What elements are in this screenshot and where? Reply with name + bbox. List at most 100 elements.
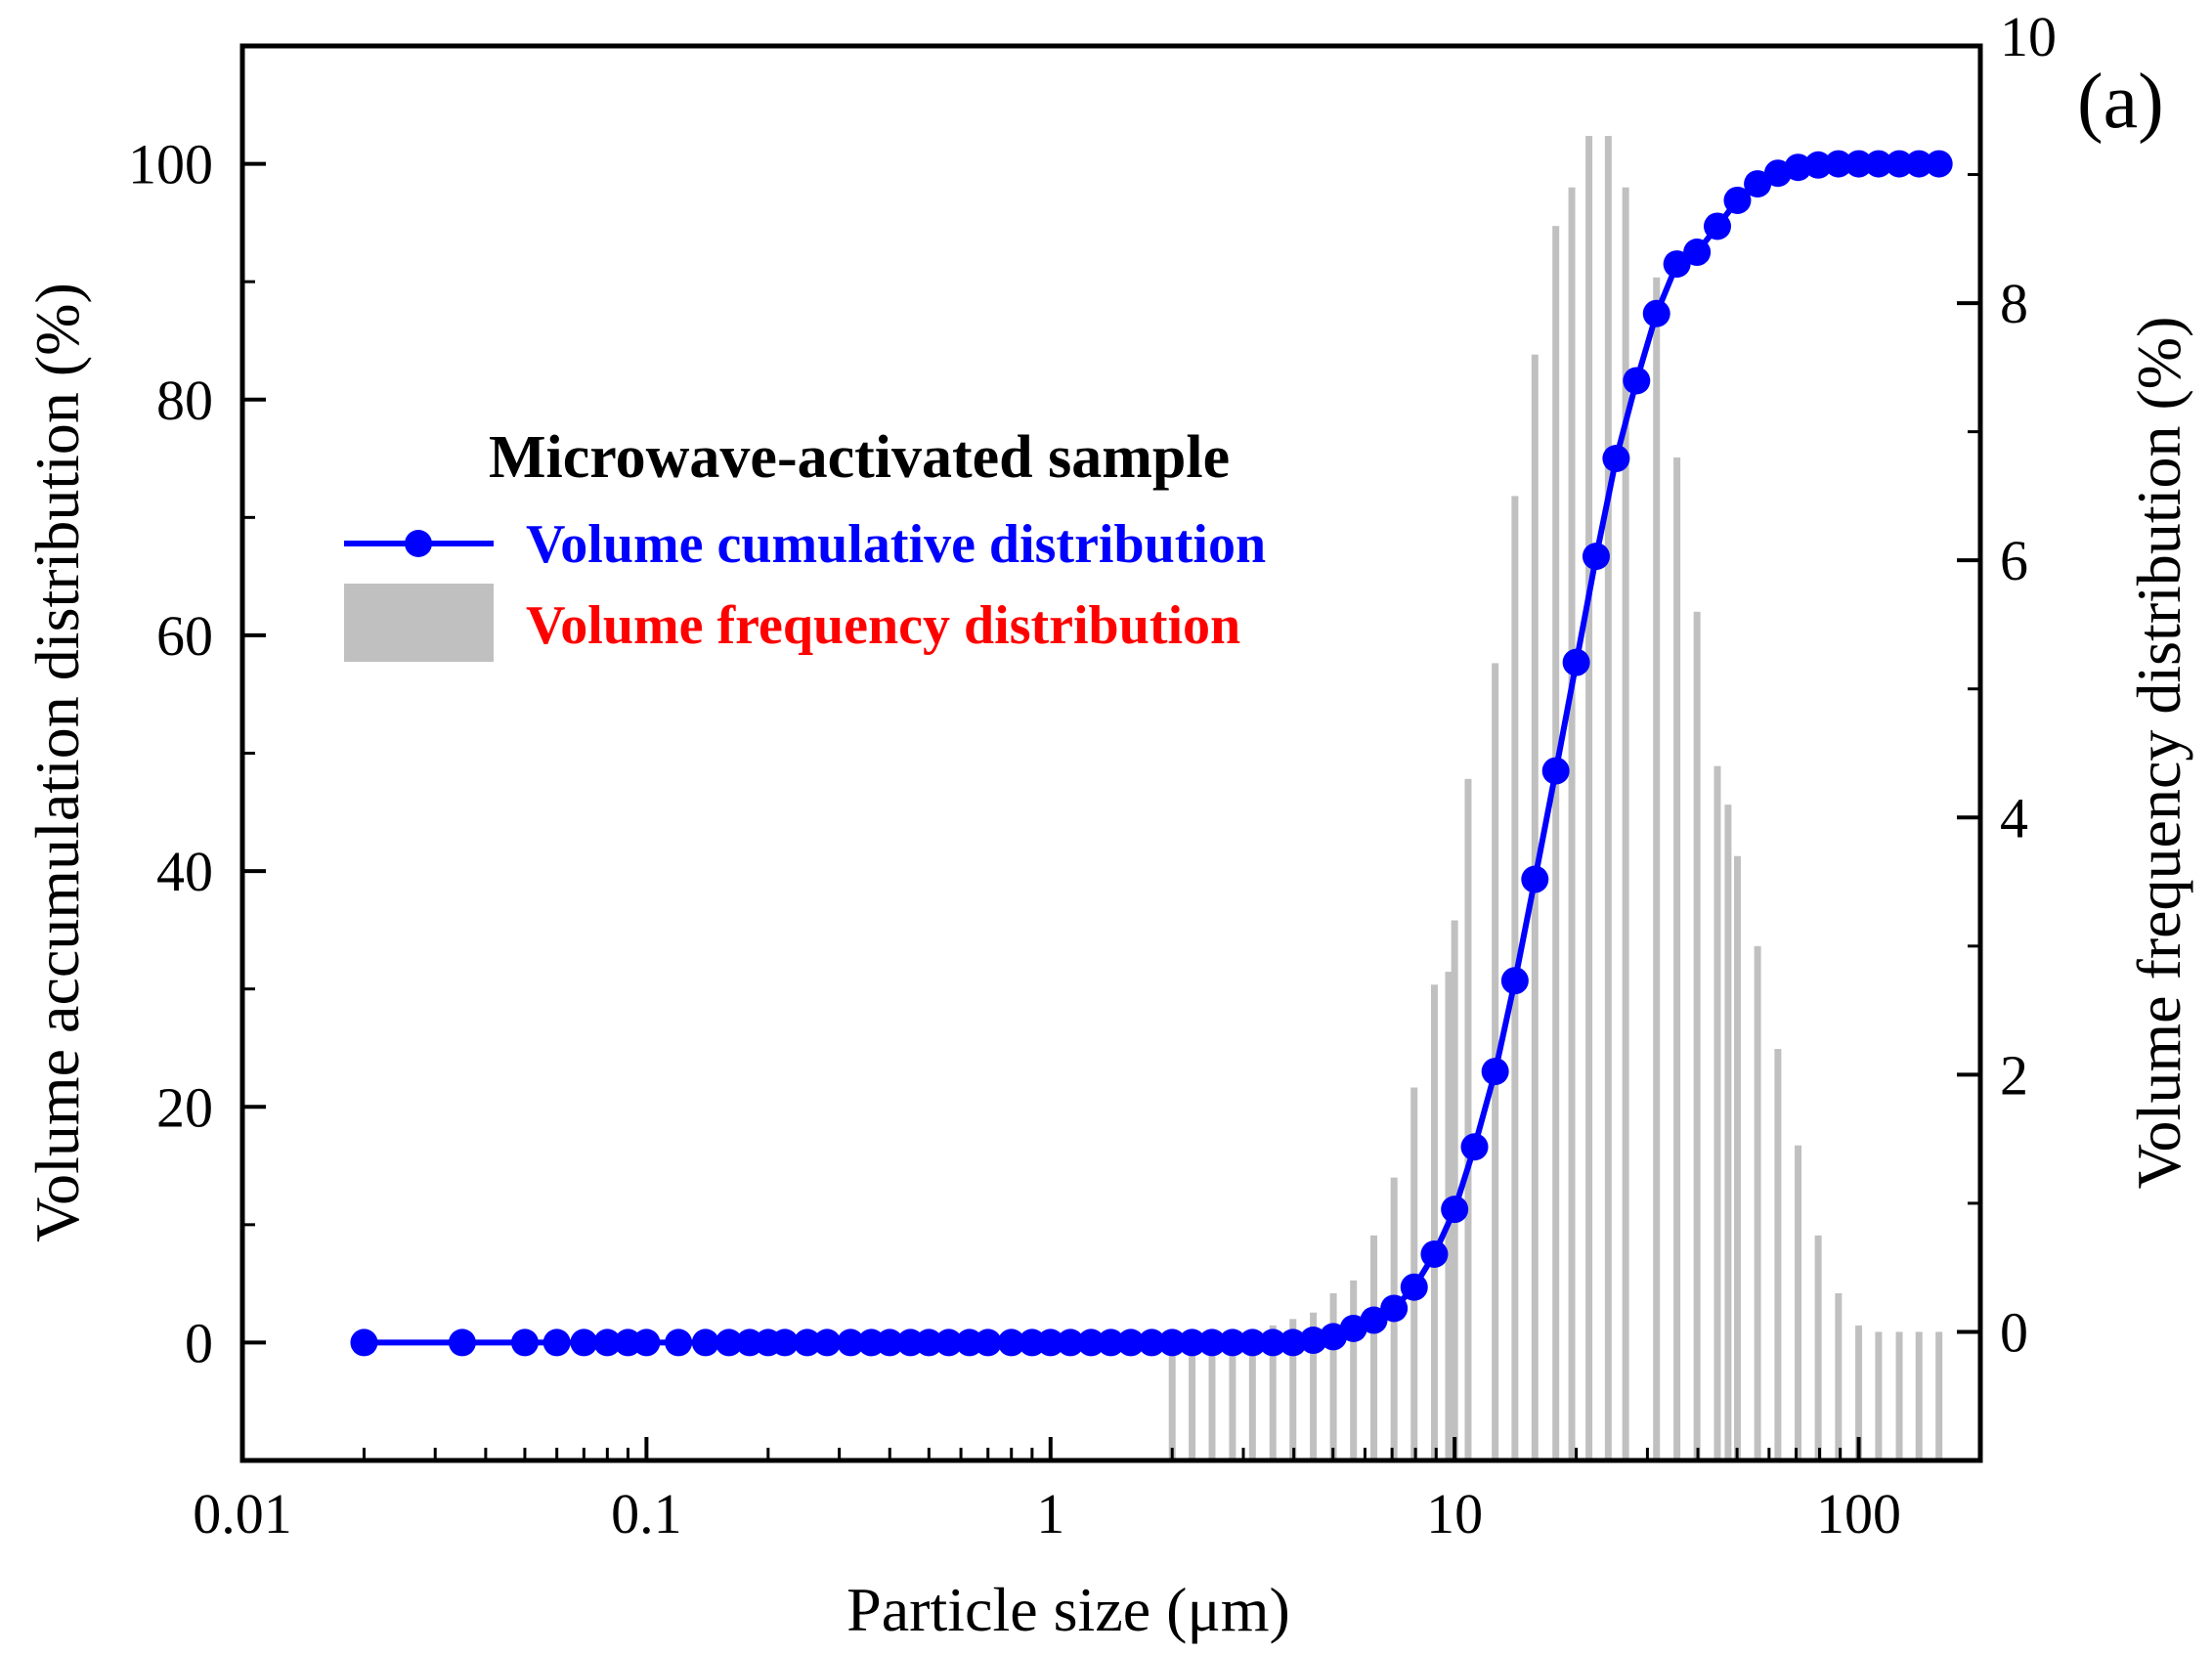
cumulative-point <box>1864 150 1892 178</box>
y-tick-label: 80 <box>156 369 213 432</box>
x-tick-label: 10 <box>1426 1482 1483 1545</box>
frequency-bar <box>1673 457 1681 1461</box>
frequency-bar <box>1531 354 1539 1460</box>
frequency-bar <box>1622 187 1629 1461</box>
y2-tick-label: 4 <box>2000 786 2028 849</box>
frequency-bar <box>1724 805 1732 1460</box>
frequency-bar <box>1168 1331 1176 1460</box>
cumulative-point <box>770 1328 799 1357</box>
legend: Microwave-activated sample Volume cumula… <box>344 424 1266 662</box>
frequency-bar <box>1430 984 1438 1460</box>
frequency-bar <box>1814 1235 1822 1460</box>
cumulative-series <box>350 150 1953 1357</box>
cumulative-point <box>915 1328 943 1357</box>
cumulative-point <box>1420 1240 1449 1268</box>
cumulative-point <box>632 1328 661 1357</box>
frequency-bar <box>1248 1331 1256 1460</box>
frequency-bar <box>1795 1145 1802 1460</box>
frequency-bar <box>1754 945 1761 1460</box>
frequency-bar <box>1713 765 1721 1460</box>
frequency-bar <box>1552 226 1560 1461</box>
cumulative-point <box>997 1328 1025 1357</box>
cumulative-point <box>793 1328 821 1357</box>
cumulative-point <box>1744 170 1772 198</box>
cumulative-point <box>1623 367 1651 395</box>
y2-tick-label: 2 <box>2000 1043 2028 1107</box>
y2-axis-title: Volume frequency distribution (%) <box>2124 317 2193 1190</box>
cumulative-point <box>1521 865 1549 893</box>
cumulative-point <box>1784 153 1812 182</box>
cumulative-point <box>1844 150 1873 178</box>
frequency-bar <box>1855 1325 1863 1460</box>
y2-tick-label: 6 <box>2000 529 2028 592</box>
frequency-bar <box>1208 1331 1216 1460</box>
cumulative-point <box>1360 1306 1388 1334</box>
cumulative-point <box>1036 1328 1064 1357</box>
cumulative-point <box>665 1328 693 1357</box>
y-axis-title: Volume accumulation distribution (%) <box>22 283 92 1242</box>
cumulative-point <box>1279 1328 1307 1357</box>
panel-label: (a) <box>2077 59 2164 145</box>
x-tick-label: 0.1 <box>611 1482 682 1545</box>
cumulative-point <box>1925 150 1953 178</box>
cumulative-point <box>1197 1328 1226 1357</box>
cumulative-point <box>1541 757 1570 785</box>
cumulative-point <box>1077 1328 1106 1357</box>
frequency-bar <box>1568 187 1576 1461</box>
cumulative-point <box>1238 1328 1267 1357</box>
frequency-bar <box>1733 855 1741 1460</box>
cumulative-point <box>1500 967 1529 995</box>
cumulative-point <box>1380 1294 1409 1323</box>
cumulative-point <box>542 1328 571 1357</box>
cumulative-point <box>1116 1328 1145 1357</box>
cumulative-point <box>1460 1133 1489 1161</box>
legend-entry-cumulative: Volume cumulative distribution <box>526 514 1266 575</box>
y-tick-label: 20 <box>156 1075 213 1139</box>
frequency-bar <box>1835 1292 1843 1460</box>
cumulative-point <box>1905 150 1933 178</box>
cumulative-point <box>1057 1328 1085 1357</box>
cumulative-point <box>1562 648 1590 676</box>
x-tick-label: 100 <box>1816 1482 1901 1545</box>
frequency-bar <box>1935 1331 1943 1460</box>
legend-title: Microwave-activated sample <box>489 424 1230 491</box>
frequency-bars <box>1168 136 1943 1461</box>
cumulative-point <box>1642 299 1670 327</box>
cumulative-point <box>1602 445 1630 473</box>
frequency-bar <box>1895 1331 1903 1460</box>
legend-dot-marker <box>405 530 432 557</box>
cumulative-point <box>1481 1058 1509 1086</box>
frequency-bar <box>1229 1331 1236 1460</box>
cumulative-point <box>813 1328 842 1357</box>
frequency-bar <box>1585 136 1593 1461</box>
cumulative-point <box>1178 1328 1206 1357</box>
frequency-bar <box>1310 1312 1318 1460</box>
cumulative-point <box>934 1328 963 1357</box>
cumulative-point <box>1259 1328 1287 1357</box>
cumulative-point <box>1824 150 1852 178</box>
frequency-bar <box>1451 920 1458 1460</box>
y-tick-label: 0 <box>185 1311 213 1374</box>
legend-entry-frequency: Volume frequency distribution <box>526 595 1240 656</box>
cumulative-point <box>974 1328 1002 1357</box>
cumulative-point <box>593 1328 622 1357</box>
cumulative-point <box>1703 212 1731 240</box>
legend-box-marker <box>344 584 494 662</box>
cumulative-point <box>510 1328 539 1357</box>
cumulative-point <box>1218 1328 1246 1357</box>
y-tick-label: 40 <box>156 840 213 903</box>
cumulative-point <box>448 1328 476 1357</box>
cumulative-point <box>1663 250 1691 279</box>
frequency-bar <box>1370 1235 1378 1460</box>
frequency-bar <box>1774 1049 1782 1460</box>
frequency-bar <box>1653 277 1661 1460</box>
frequency-bar <box>1350 1280 1358 1460</box>
y-tick-label: 60 <box>156 604 213 668</box>
cumulative-point <box>1886 150 1914 178</box>
frequency-bar <box>1915 1331 1923 1460</box>
cumulative-point <box>691 1328 719 1357</box>
y-tick-label: 100 <box>128 133 213 196</box>
cumulative-point <box>1138 1328 1166 1357</box>
frequency-bar <box>1289 1319 1297 1460</box>
